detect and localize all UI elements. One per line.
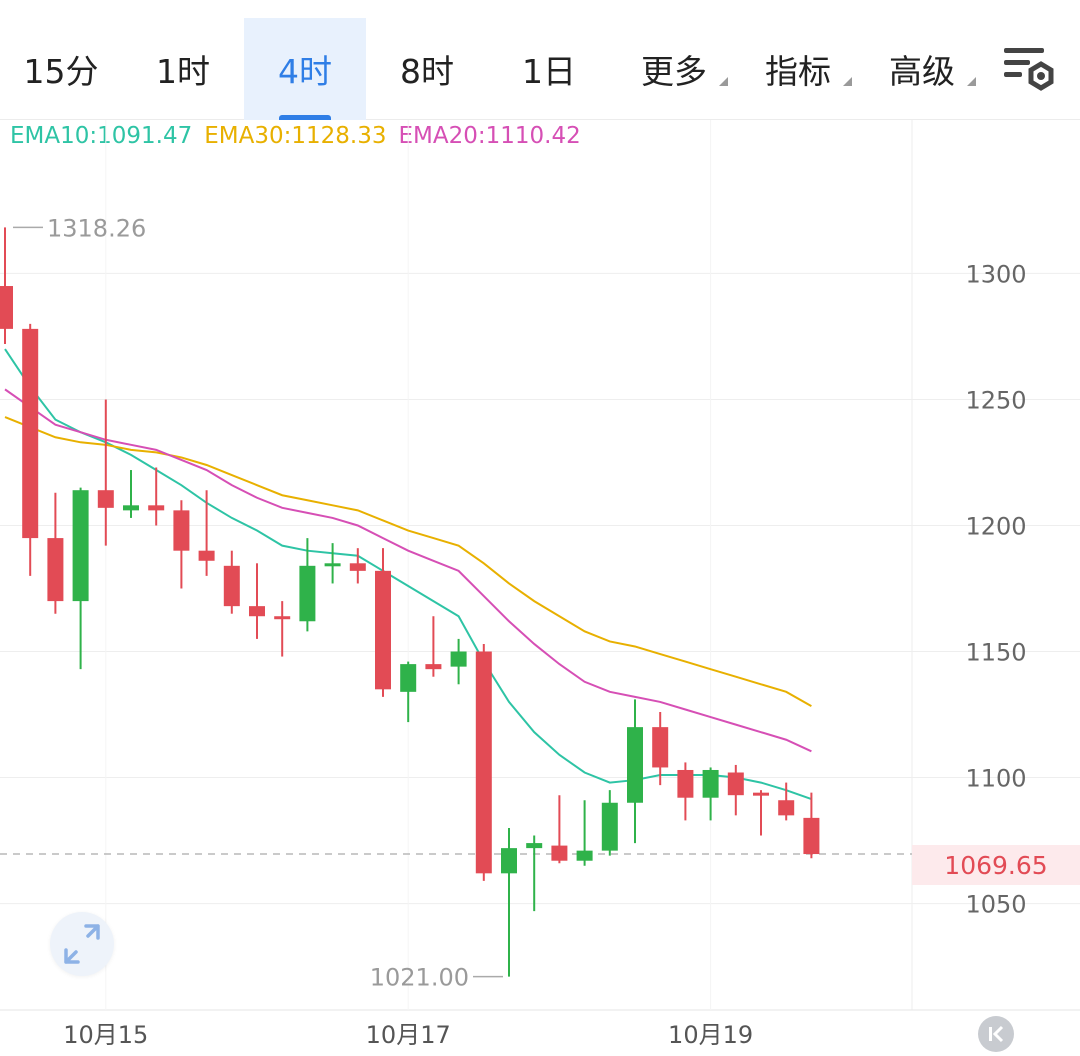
tab-label: 1时 [156, 52, 210, 91]
chart-settings-icon[interactable] [1000, 44, 1058, 92]
tab-more[interactable]: 更多 [612, 18, 736, 120]
last-price-badge: 1069.65 [912, 845, 1080, 885]
ema-line [4, 416, 812, 708]
y-tick-label: 1150 [965, 639, 1026, 667]
timeframe-tabs: 15分 1时 4时 8时 1日 更多 指标 高级 [0, 0, 1080, 120]
candle-body [526, 843, 543, 849]
tab-15m[interactable]: 15分 [0, 18, 122, 120]
candle-body [803, 817, 820, 855]
y-tick-label: 1300 [965, 260, 1026, 288]
candle-body [198, 550, 215, 561]
candle-body [173, 510, 190, 551]
tab-1d[interactable]: 1日 [488, 18, 610, 120]
candle-body [551, 845, 568, 861]
candle-body [22, 328, 39, 539]
tab-label: 高级 [889, 52, 955, 91]
tab-8h[interactable]: 8时 [366, 18, 488, 120]
candle-body [475, 651, 492, 874]
candle-body [677, 769, 694, 798]
y-tick-label: 1100 [965, 765, 1026, 793]
candle-body [425, 664, 442, 670]
candle-body [274, 616, 291, 620]
candle-body [576, 850, 593, 861]
expand-icon[interactable] [50, 912, 114, 976]
candle-body [400, 664, 417, 692]
candle-body [223, 565, 240, 607]
dropdown-caret-icon [967, 77, 976, 86]
high-price-label: 1318.26 [47, 214, 146, 242]
candle-body [97, 490, 114, 508]
low-price-label: 1021.00 [370, 964, 469, 992]
ema-line [4, 348, 812, 800]
x-tick-label: 10月15 [63, 1021, 148, 1049]
tab-label: 更多 [641, 52, 707, 91]
tab-4h[interactable]: 4时 [244, 18, 366, 120]
tab-label: 8时 [400, 52, 454, 91]
tab-advanced[interactable]: 高级 [860, 18, 984, 120]
scroll-to-end-icon[interactable] [978, 1016, 1014, 1052]
dropdown-caret-icon [843, 77, 852, 86]
tab-label: 1日 [522, 52, 576, 91]
candle-body [375, 570, 391, 690]
candle-body [123, 505, 139, 511]
candle-body [652, 727, 669, 768]
candle-body [778, 800, 795, 816]
candle-body [627, 727, 643, 803]
ema-legend: EMA10:1091.47 EMA30:1128.33 EMA20:1110.42 [10, 123, 593, 149]
ema-line [4, 388, 812, 753]
candle-body [148, 505, 165, 511]
candle-body [249, 606, 265, 617]
candle-body [601, 802, 618, 851]
candle-body [299, 565, 316, 622]
candle-body [0, 286, 13, 329]
candle-body [753, 792, 769, 796]
tab-label: 15分 [23, 52, 99, 91]
tab-1h[interactable]: 1时 [122, 18, 244, 120]
x-tick-label: 10月17 [366, 1021, 451, 1049]
candle-body [72, 490, 89, 602]
candle-body [349, 563, 366, 571]
candle-body [324, 563, 341, 567]
candlestick-chart[interactable]: 1300 1250 1200 1150 1100 1050 10月15 10月17 10月19 1… [0, 120, 1080, 1054]
candle-body [727, 772, 744, 796]
tab-label: 4时 [278, 52, 332, 91]
y-tick-label: 1050 [965, 891, 1026, 919]
candle-body [702, 769, 719, 798]
ema20-label: EMA20:1110.42 [398, 123, 581, 149]
candle-body [501, 848, 517, 874]
dropdown-caret-icon [719, 77, 728, 86]
ema30-label: EMA30:1128.33 [204, 123, 387, 149]
tab-label: 指标 [765, 52, 831, 91]
x-tick-label: 10月19 [668, 1021, 753, 1049]
candle-body [450, 651, 467, 667]
ema10-label: EMA10:1091.47 [10, 123, 193, 149]
tab-indicators[interactable]: 指标 [736, 18, 860, 120]
y-tick-label: 1200 [965, 512, 1026, 540]
candle-body [47, 538, 64, 602]
y-tick-label: 1250 [965, 386, 1026, 414]
